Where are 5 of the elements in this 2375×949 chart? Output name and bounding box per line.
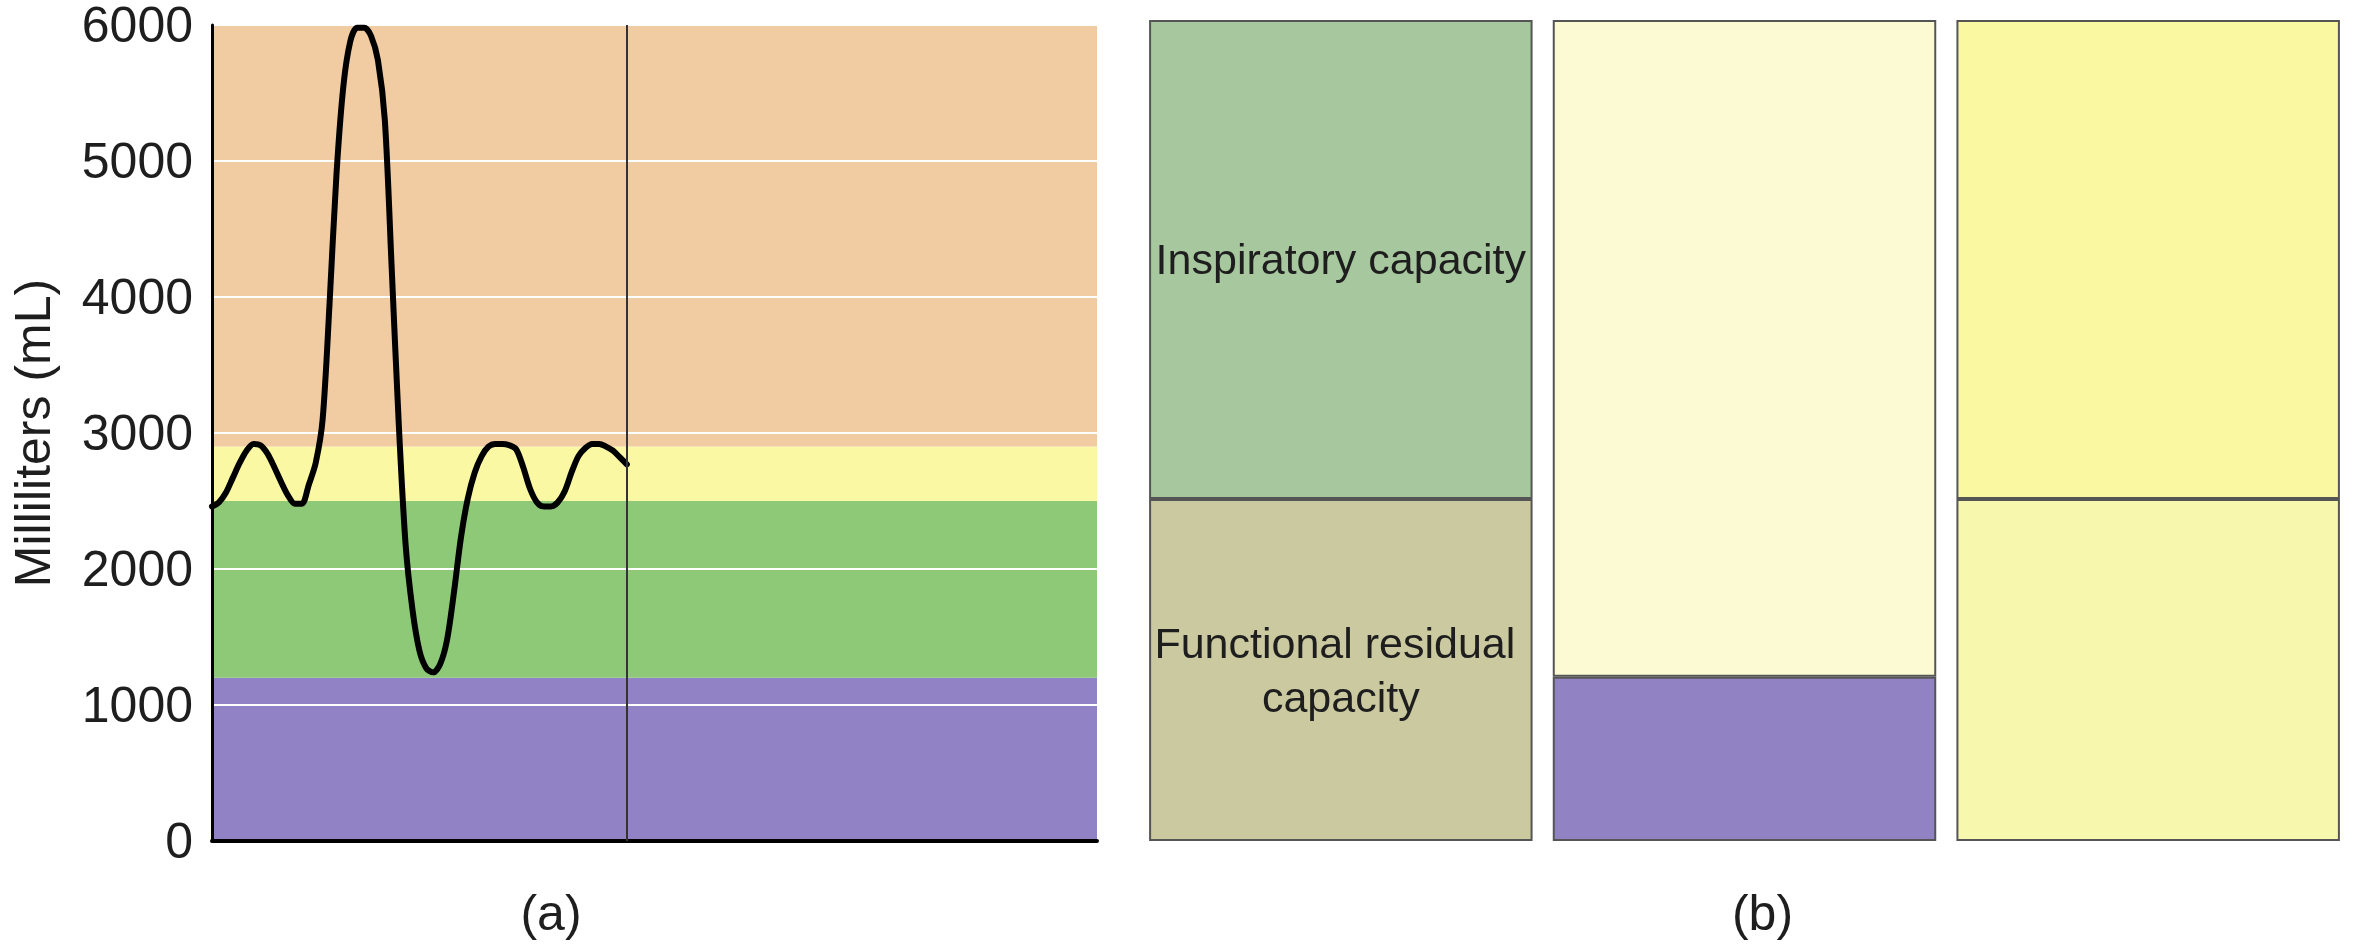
series-label: Functional residual capacity [1154,618,1528,721]
y-tick-label: 6000 [81,0,193,53]
x-axis-title: (b) [1731,885,1794,941]
series-label: Inspiratory capacity [1155,235,1527,284]
y-tick-label: 5000 [81,133,193,189]
